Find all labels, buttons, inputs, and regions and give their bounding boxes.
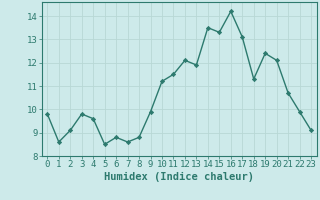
X-axis label: Humidex (Indice chaleur): Humidex (Indice chaleur): [104, 172, 254, 182]
